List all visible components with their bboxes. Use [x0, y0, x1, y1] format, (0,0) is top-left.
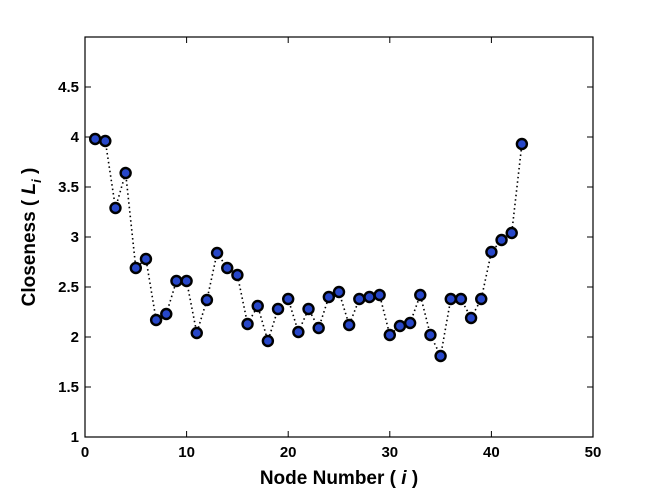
plot-area-frame	[84, 36, 594, 438]
data-point	[444, 292, 457, 306]
data-point	[495, 233, 508, 247]
data-point	[271, 302, 285, 316]
y-tick-label: 3.5	[58, 179, 79, 196]
data-point	[261, 334, 275, 348]
data-point	[373, 288, 386, 302]
data-point	[251, 299, 264, 313]
data-point	[129, 261, 143, 275]
x-tick-label: 10	[178, 444, 195, 461]
axis-ticks	[84, 37, 594, 438]
data-point	[221, 261, 234, 275]
data-point	[342, 318, 356, 332]
x-tick-label: 0	[81, 444, 89, 461]
data-point	[434, 349, 447, 363]
x-tick-label: 50	[585, 444, 602, 461]
data-point	[353, 292, 366, 306]
data-point	[414, 288, 427, 302]
y-tick-label: 2	[71, 329, 79, 346]
data-point	[403, 316, 417, 330]
x-tick-label: 20	[280, 444, 297, 461]
data-point	[119, 166, 132, 180]
y-tick-label: 4	[71, 129, 80, 146]
data-point	[88, 132, 102, 146]
data-point	[505, 226, 518, 240]
y-axis-label: Closeness ( Li )	[19, 168, 44, 307]
x-tick-label: 40	[483, 444, 500, 461]
y-tick-label: 4.5	[58, 79, 79, 96]
data-point	[160, 307, 173, 321]
data-point	[383, 328, 396, 342]
data-points	[88, 132, 529, 363]
data-point	[464, 311, 478, 325]
data-point	[485, 245, 498, 259]
data-point	[322, 290, 336, 304]
data-point	[454, 292, 468, 306]
data-point	[99, 134, 112, 148]
x-tick-label: 30	[381, 444, 398, 461]
data-point	[210, 246, 224, 260]
data-point	[241, 317, 254, 331]
data-point	[180, 274, 193, 288]
data-point	[332, 285, 346, 299]
data-point	[363, 290, 376, 304]
data-point	[393, 319, 407, 333]
y-tick-label: 1	[71, 429, 79, 446]
data-point	[149, 313, 163, 327]
data-point	[292, 325, 305, 339]
data-point	[200, 293, 214, 307]
axis-tick-labels: 0 10 20 30 40 50 1 1.5 2 2.5 3 3.5 4 4.5	[58, 79, 601, 461]
data-point	[302, 302, 315, 316]
data-point	[424, 328, 437, 342]
data-point	[190, 326, 203, 340]
data-point	[515, 137, 529, 151]
data-point	[475, 292, 488, 306]
y-tick-label: 1.5	[58, 379, 79, 396]
data-point	[282, 292, 295, 306]
data-point	[139, 252, 153, 266]
data-point	[231, 268, 244, 282]
data-point	[312, 321, 325, 335]
y-tick-label: 2.5	[58, 279, 79, 296]
y-tick-label: 3	[71, 229, 79, 246]
data-point	[170, 274, 183, 288]
x-axis-label: Node Number ( i )	[260, 468, 418, 489]
data-point	[109, 201, 122, 215]
